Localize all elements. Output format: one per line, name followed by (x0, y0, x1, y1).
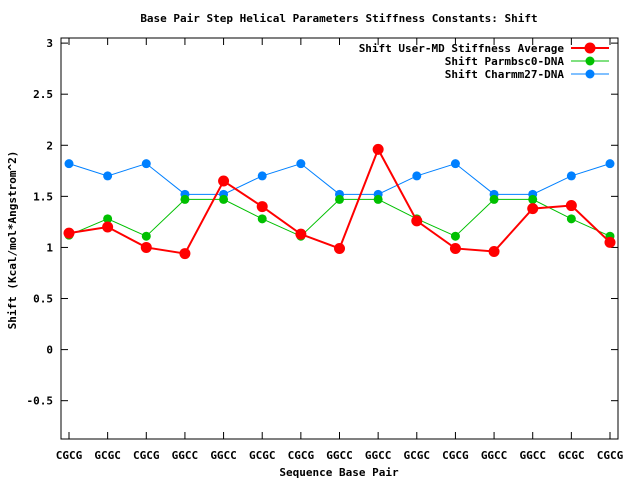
x-tick-label: CGCG (133, 449, 160, 462)
y-tick-label: 0 (46, 344, 53, 357)
data-point (450, 231, 460, 241)
y-tick-label: -0.5 (27, 395, 54, 408)
x-tick-label: GCGC (404, 449, 431, 462)
data-point (63, 227, 75, 239)
data-point (141, 231, 151, 241)
x-tick-label: CGCG (442, 449, 469, 462)
series-1 (63, 143, 616, 260)
y-tick-label: 1 (46, 241, 53, 254)
x-tick-label: GGCC (172, 449, 199, 462)
y-axis-label: Shift (Kcal/mol*Angstrom^2) (6, 151, 19, 330)
data-point (102, 221, 114, 233)
data-point (103, 214, 113, 224)
y-tick-label: 2 (46, 139, 53, 152)
data-point (604, 236, 616, 248)
data-point (412, 171, 422, 181)
y-tick-label: 1.5 (33, 190, 53, 203)
data-point (373, 194, 383, 204)
legend-label: Shift Charmm27-DNA (445, 68, 565, 81)
data-point (141, 159, 151, 169)
data-point (218, 175, 230, 187)
x-tick-label: GGCC (326, 449, 353, 462)
data-point (180, 194, 190, 204)
legend-marker (585, 56, 595, 66)
series-2 (64, 194, 615, 241)
y-tick-label: 2.5 (33, 88, 53, 101)
x-tick-label: GGCC (481, 449, 508, 462)
x-tick-label: CGCG (597, 449, 624, 462)
data-point (372, 143, 384, 155)
x-tick-label: GCGC (94, 449, 121, 462)
data-point (103, 171, 113, 181)
data-point (256, 201, 268, 213)
series-layer (63, 143, 616, 260)
legend-label: Shift Parmbsc0-DNA (445, 55, 565, 68)
chart-title: Base Pair Step Helical Parameters Stiffn… (140, 12, 537, 25)
legend-marker (584, 42, 596, 54)
y-tick-label: 0.5 (33, 293, 53, 306)
series-line (68, 163, 611, 195)
data-point (566, 214, 576, 224)
x-tick-label: GGCC (210, 449, 237, 462)
data-point (257, 214, 267, 224)
legend-marker (585, 69, 595, 79)
data-point (140, 241, 152, 253)
x-tick-label: GCGC (558, 449, 585, 462)
data-point (179, 248, 191, 260)
data-point (449, 242, 461, 254)
x-tick-label: GCGC (249, 449, 276, 462)
data-point (64, 159, 74, 169)
data-point (295, 228, 307, 240)
data-point (335, 194, 344, 204)
series-3 (64, 159, 615, 199)
legend-label: Shift User-MD Stiffness Average (359, 42, 565, 55)
data-point (489, 194, 499, 204)
y-axis-ticks: -0.5 0 0.5 1 1.5 2 2.5 3 (27, 37, 618, 408)
data-point (528, 194, 538, 204)
data-point (566, 171, 576, 181)
data-point (527, 203, 539, 215)
x-tick-label: GGCC (365, 449, 392, 462)
x-tick-label: CGCG (288, 449, 315, 462)
x-axis-ticks: CGCG GCGC CGCG GGCC GGCC GCGC CGCG GGCC GGCC GCGC… (56, 38, 624, 462)
data-point (219, 194, 229, 204)
x-tick-label: GGCC (519, 449, 546, 462)
x-tick-label: CGCG (56, 449, 83, 462)
data-point (450, 159, 460, 169)
data-point (257, 171, 267, 181)
data-point (488, 246, 500, 258)
y-tick-label: 3 (46, 37, 53, 50)
data-point (296, 159, 306, 169)
data-point (334, 242, 345, 254)
data-point (605, 159, 615, 169)
data-point (565, 200, 577, 212)
data-point (411, 215, 423, 227)
x-axis-label: Sequence Base Pair (279, 466, 399, 479)
